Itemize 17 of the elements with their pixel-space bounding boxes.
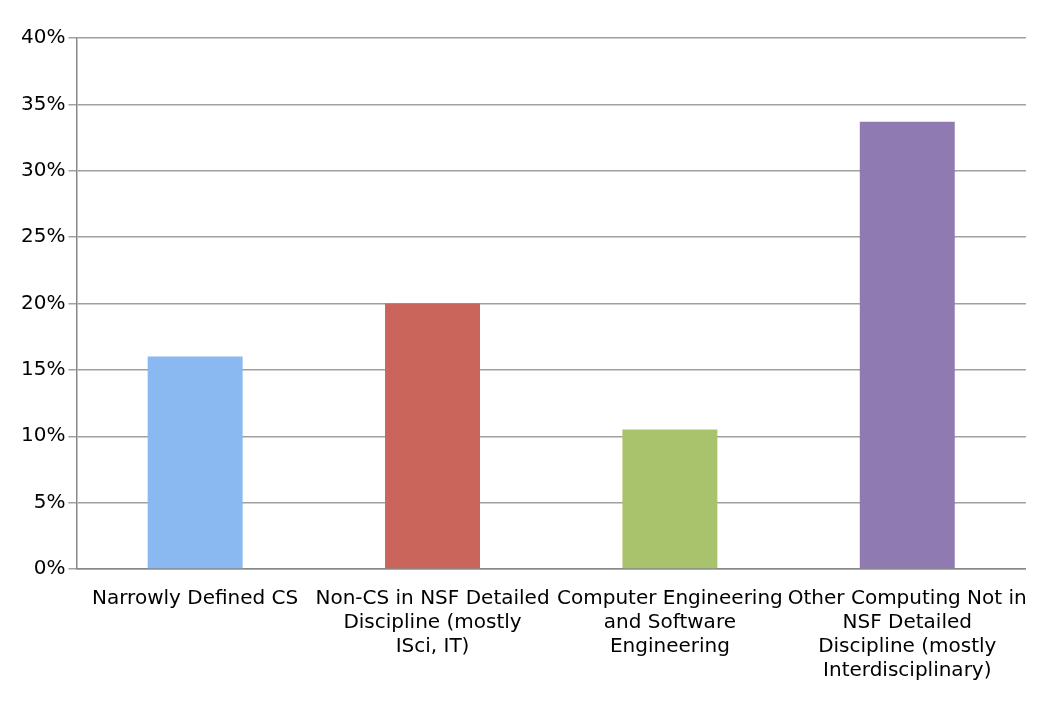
bar <box>385 303 480 569</box>
y-tick-label: 5% <box>33 488 66 513</box>
y-tick-label: 15% <box>21 356 66 381</box>
y-tick-label: 40% <box>21 24 66 49</box>
y-tick-label: 30% <box>21 156 66 181</box>
y-tick-label: 10% <box>21 422 66 447</box>
x-tick-label: Other Computing Not in NSF Detailed Discipline (mostly Interdisciplinary) <box>787 585 1027 682</box>
x-tick-label: Computer Engineering and Software Engineering <box>557 585 783 658</box>
y-tick-label: 20% <box>21 289 66 314</box>
x-tick-label: Non-CS in NSF Detailed Discipline (mostly ISci, IT) <box>315 585 550 658</box>
y-tick-label: 0% <box>33 555 66 580</box>
y-tick-label: 25% <box>21 223 66 248</box>
bar <box>147 356 243 569</box>
bar <box>622 429 718 569</box>
bar <box>859 121 955 569</box>
x-tick-label: Narrowly Defined CS <box>92 585 299 610</box>
y-tick-label: 35% <box>21 90 66 115</box>
